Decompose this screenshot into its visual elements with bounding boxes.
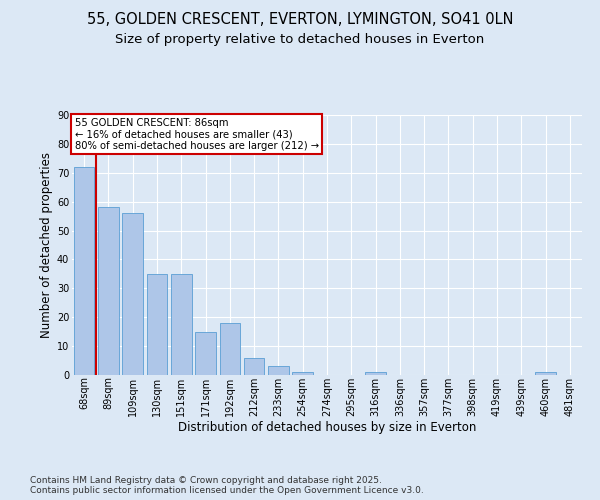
Text: 55, GOLDEN CRESCENT, EVERTON, LYMINGTON, SO41 0LN: 55, GOLDEN CRESCENT, EVERTON, LYMINGTON,… [87,12,513,28]
Bar [292,372,313,375]
Text: Size of property relative to detached houses in Everton: Size of property relative to detached ho… [115,32,485,46]
Bar [171,274,191,375]
Bar [122,213,143,375]
Text: Contains HM Land Registry data © Crown copyright and database right 2025.
Contai: Contains HM Land Registry data © Crown c… [30,476,424,495]
Y-axis label: Number of detached properties: Number of detached properties [40,152,53,338]
Bar [74,167,94,375]
Bar [98,208,119,375]
Bar [268,366,289,375]
Bar [220,323,240,375]
Bar [146,274,167,375]
Bar [535,372,556,375]
Bar [365,372,386,375]
Text: 55 GOLDEN CRESCENT: 86sqm
← 16% of detached houses are smaller (43)
80% of semi-: 55 GOLDEN CRESCENT: 86sqm ← 16% of detac… [74,118,319,151]
X-axis label: Distribution of detached houses by size in Everton: Distribution of detached houses by size … [178,422,476,434]
Bar [244,358,265,375]
Bar [195,332,216,375]
